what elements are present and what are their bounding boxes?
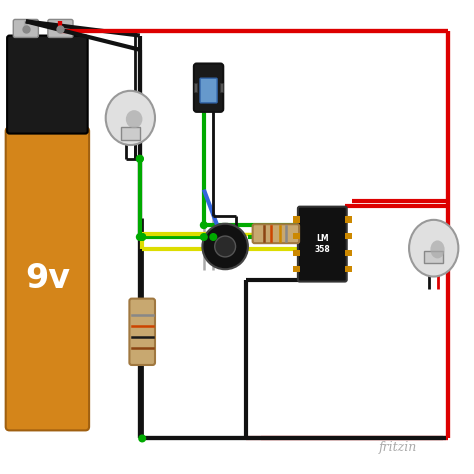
FancyBboxPatch shape (345, 266, 352, 272)
FancyBboxPatch shape (298, 207, 346, 282)
FancyBboxPatch shape (424, 251, 443, 263)
Circle shape (139, 435, 146, 442)
FancyBboxPatch shape (129, 299, 155, 365)
Circle shape (202, 224, 248, 269)
Circle shape (139, 234, 146, 240)
Ellipse shape (126, 110, 142, 128)
Text: LM
358: LM 358 (314, 235, 330, 254)
FancyBboxPatch shape (345, 233, 352, 239)
Circle shape (137, 155, 143, 162)
Circle shape (210, 234, 217, 240)
Circle shape (201, 222, 207, 228)
FancyBboxPatch shape (253, 224, 299, 243)
FancyBboxPatch shape (293, 266, 300, 272)
Circle shape (215, 236, 236, 257)
Circle shape (139, 234, 146, 240)
Circle shape (137, 234, 143, 240)
FancyBboxPatch shape (345, 250, 352, 256)
FancyBboxPatch shape (6, 128, 89, 430)
FancyBboxPatch shape (194, 64, 223, 112)
Ellipse shape (430, 240, 445, 258)
FancyBboxPatch shape (13, 19, 38, 37)
Circle shape (137, 155, 143, 162)
FancyBboxPatch shape (220, 83, 223, 92)
Text: fritzin: fritzin (379, 441, 418, 455)
FancyBboxPatch shape (121, 127, 140, 140)
FancyBboxPatch shape (293, 217, 300, 223)
FancyBboxPatch shape (7, 36, 88, 134)
FancyBboxPatch shape (48, 19, 73, 37)
Ellipse shape (409, 220, 458, 276)
Ellipse shape (106, 91, 155, 145)
FancyBboxPatch shape (194, 83, 197, 92)
Text: 9v: 9v (25, 263, 70, 295)
Circle shape (201, 234, 207, 240)
FancyBboxPatch shape (200, 78, 217, 103)
FancyBboxPatch shape (293, 233, 300, 239)
FancyBboxPatch shape (345, 217, 352, 223)
FancyBboxPatch shape (293, 250, 300, 256)
